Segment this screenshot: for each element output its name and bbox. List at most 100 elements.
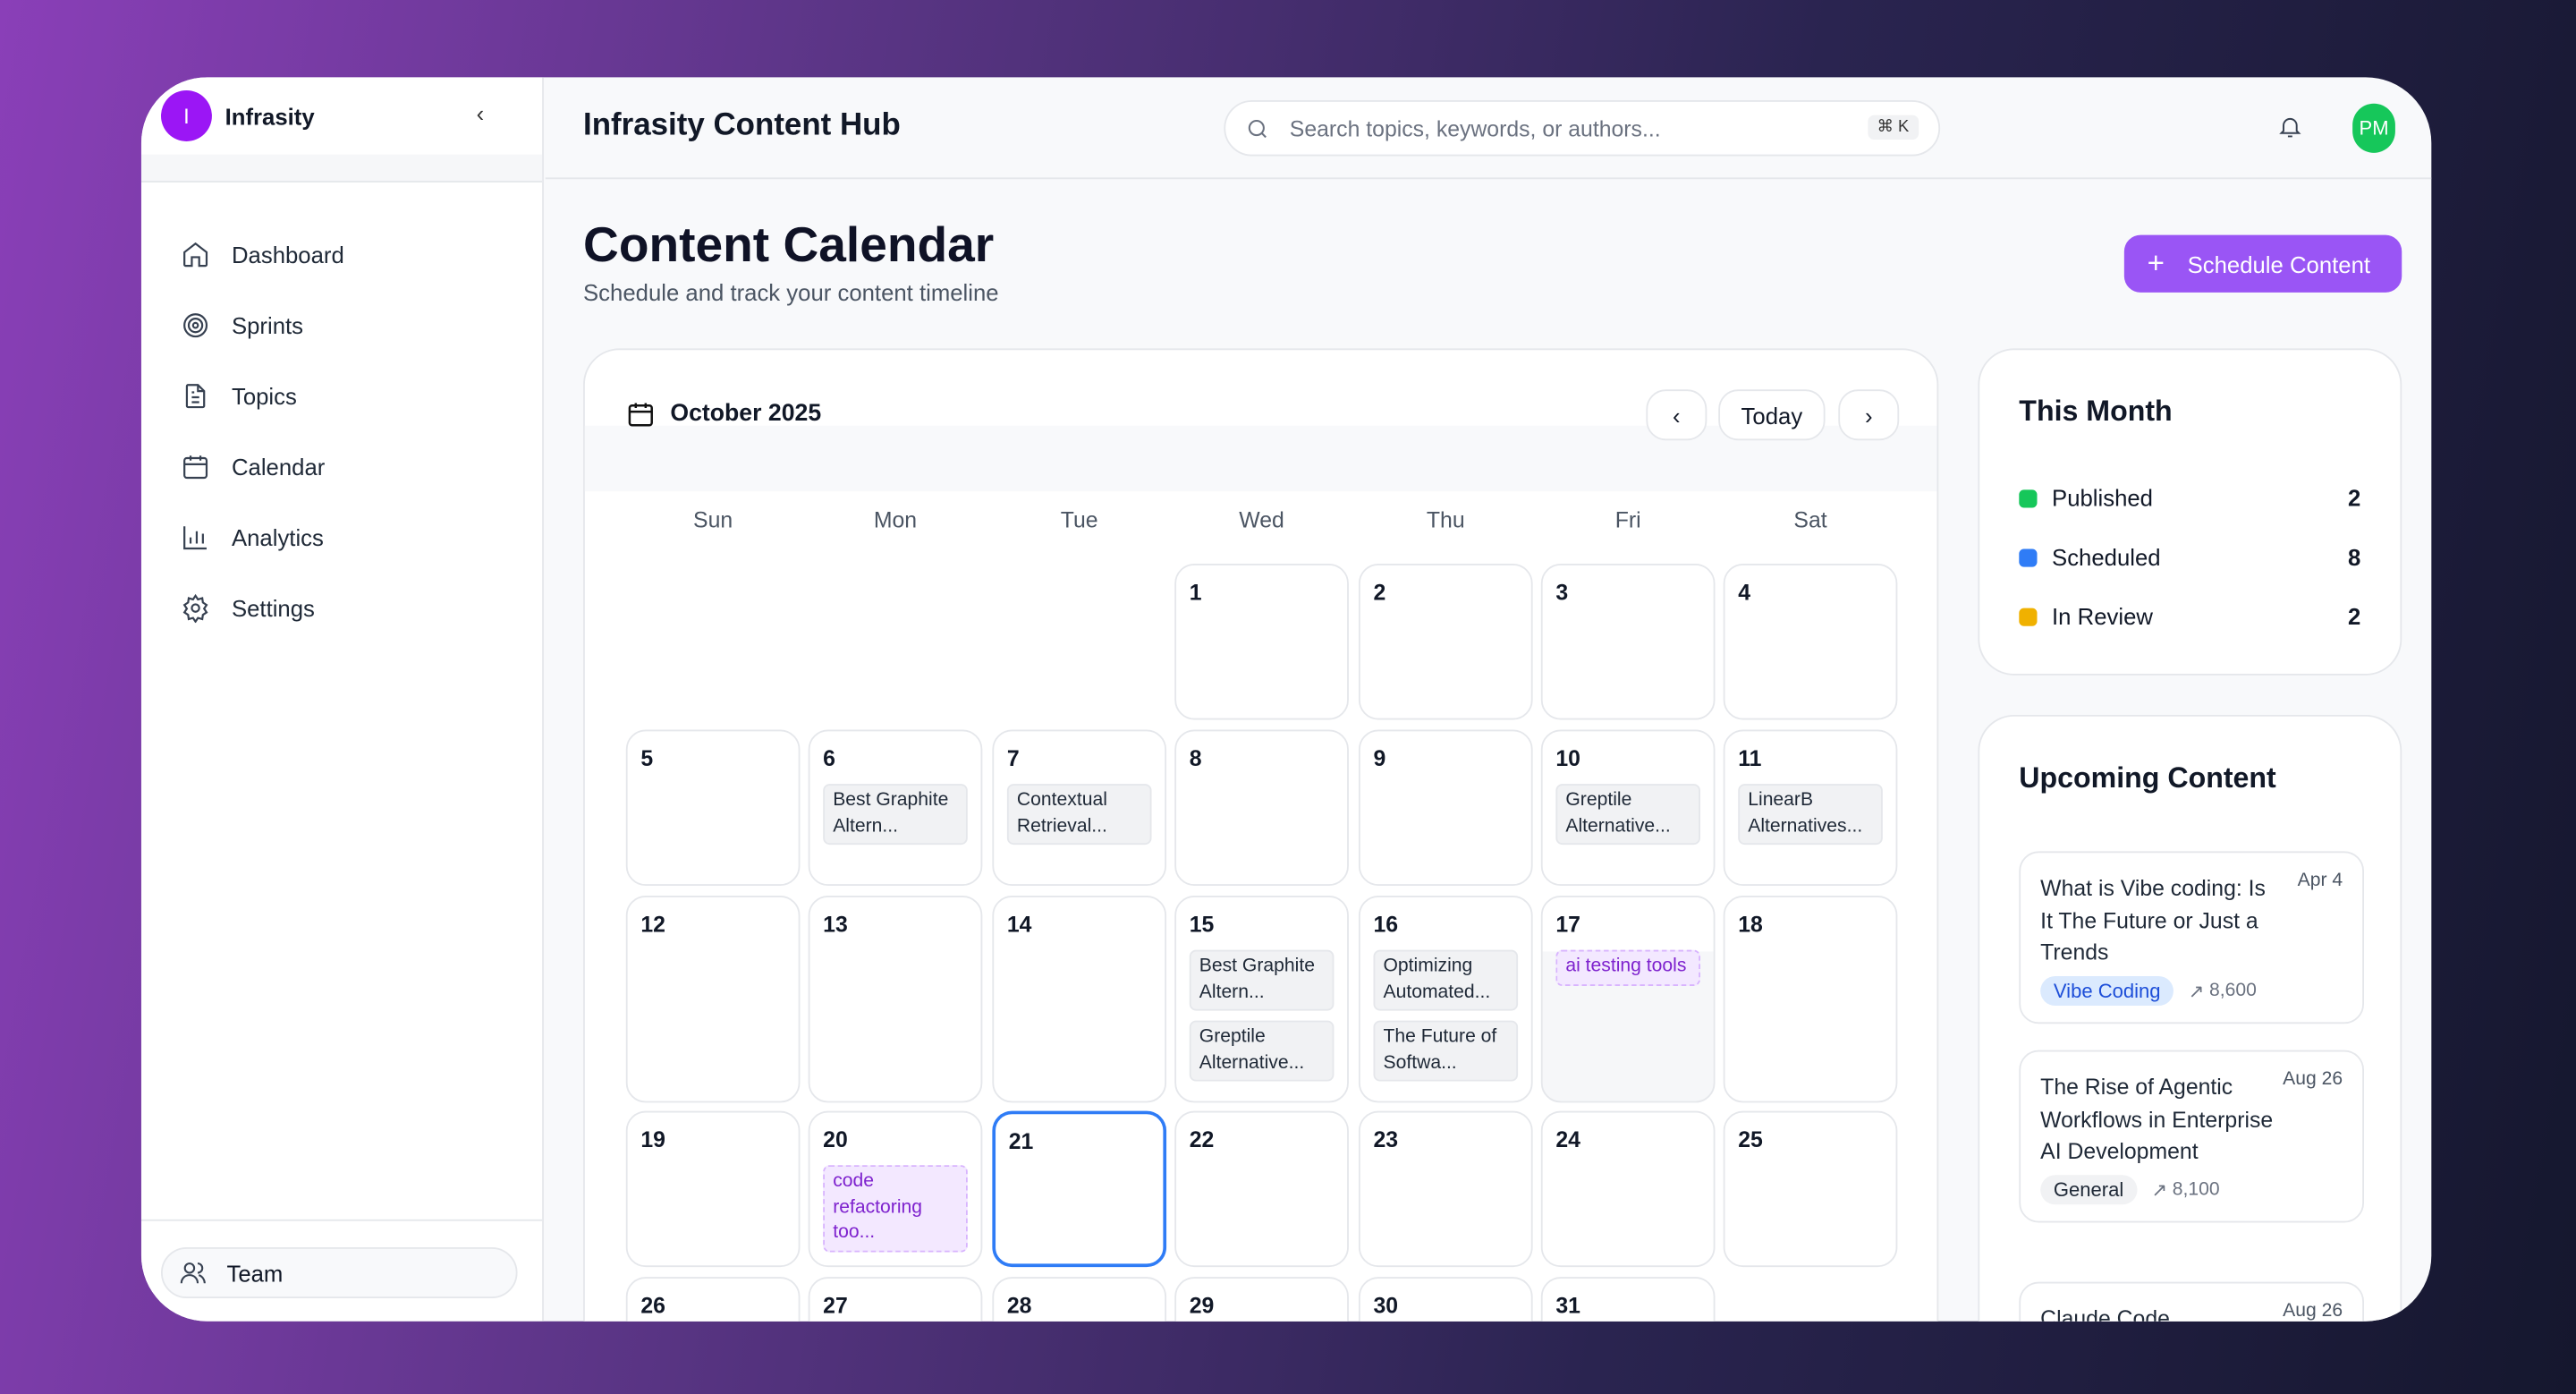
- calendar-day-cell[interactable]: 28: [992, 1277, 1167, 1322]
- calendar-event[interactable]: Best Graphite Altern...: [1189, 949, 1335, 1011]
- app-window: I Infrasity ‹ Dashboard Sprints Topics C…: [140, 77, 2432, 1322]
- day-number: 29: [1189, 1293, 1215, 1319]
- day-number: 4: [1738, 580, 1751, 605]
- day-number: 30: [1373, 1293, 1399, 1319]
- sidebar-item-sprints[interactable]: Sprints: [141, 289, 542, 360]
- sidebar-item-label: Topics: [231, 382, 297, 409]
- prev-month-button[interactable]: ‹: [1646, 389, 1707, 441]
- calendar-icon: [183, 455, 208, 479]
- upcoming-item[interactable]: What is Vibe coding: Is It The Future or…: [2019, 851, 2365, 1024]
- day-number: 14: [1006, 912, 1032, 937]
- calendar-day-cell[interactable]: 29: [1174, 1277, 1349, 1322]
- calendar-day-cell[interactable]: 4: [1723, 563, 1898, 720]
- calendar-day-cell[interactable]: 27: [808, 1277, 983, 1322]
- topic-tag[interactable]: Vibe Coding: [2040, 975, 2174, 1006]
- day-number: 7: [1006, 745, 1020, 771]
- sidebar-item-dashboard[interactable]: Dashboard: [141, 218, 542, 289]
- status-dot: [2019, 489, 2038, 507]
- sidebar-item-topics[interactable]: Topics: [141, 360, 542, 430]
- sidebar-item-settings[interactable]: Settings: [141, 572, 542, 642]
- stat-row-in-review: In Review 2: [2019, 603, 2360, 629]
- sidebar-item-calendar[interactable]: Calendar: [141, 430, 542, 501]
- sidebar-item-analytics[interactable]: Analytics: [141, 501, 542, 572]
- stat-count: 8: [2348, 543, 2361, 571]
- sidebar-header: I Infrasity ‹: [141, 77, 542, 154]
- page-title: Content Calendar: [583, 218, 995, 273]
- upcoming-item[interactable]: Claude Code Aug 26: [2019, 1281, 2365, 1322]
- next-month-button[interactable]: ›: [1838, 389, 1900, 441]
- calendar-day-cell[interactable]: 18: [1723, 896, 1898, 1103]
- day-number: 25: [1738, 1126, 1763, 1152]
- status-dot: [2019, 548, 2038, 566]
- calendar-day-cell[interactable]: 30: [1358, 1277, 1533, 1322]
- calendar-day-cell[interactable]: 10 Greptile Alternative...: [1540, 729, 1716, 886]
- day-number: 12: [640, 912, 665, 937]
- calendar-day-cell[interactable]: 16 Optimizing Automated... The Future of S…: [1358, 896, 1533, 1103]
- avatar[interactable]: PM: [2352, 103, 2395, 153]
- calendar-day-cell[interactable]: 21: [992, 1110, 1167, 1268]
- stat-count: 2: [2348, 603, 2361, 630]
- calendar-day-cell[interactable]: 31: [1540, 1277, 1716, 1322]
- calendar-day-cell[interactable]: 20 code refactoring too...: [808, 1110, 983, 1268]
- calendar-day-cell[interactable]: 25: [1723, 1110, 1898, 1268]
- brand-name: Infrasity: [225, 102, 315, 130]
- calendar-day-cell[interactable]: 3: [1540, 563, 1716, 720]
- calendar-day-cell[interactable]: 9: [1358, 729, 1533, 886]
- calendar-day-cell[interactable]: 22: [1174, 1110, 1349, 1268]
- upcoming-item[interactable]: The Rise of Agentic Workflows in Enterpr…: [2019, 1050, 2365, 1222]
- calendar-day-cell[interactable]: 2: [1358, 563, 1533, 720]
- calendar-day-cell[interactable]: 26: [625, 1277, 801, 1322]
- calendar-day-cell[interactable]: 23: [1358, 1110, 1533, 1268]
- upcoming-item-title: The Rise of Agentic Workflows in Enterpr…: [2040, 1075, 2274, 1164]
- calendar-event[interactable]: Best Graphite Altern...: [823, 784, 968, 846]
- calendar-event[interactable]: LinearB Alternatives...: [1738, 784, 1883, 846]
- calendar-day-cell[interactable]: 11 LinearB Alternatives...: [1723, 729, 1898, 886]
- day-number: 22: [1189, 1126, 1215, 1152]
- this-month-panel: This Month Published 2 Scheduled 8 In Review…: [1978, 348, 2402, 676]
- stat-count: 2: [2348, 484, 2361, 512]
- calendar-day-cell[interactable]: 8: [1174, 729, 1349, 886]
- calendar-day-cell[interactable]: 7 Contextual Retrieval...: [992, 729, 1167, 886]
- upcoming-content-panel: Upcoming Content What is Vibe coding: Is…: [1978, 714, 2402, 1322]
- calendar-event[interactable]: Contextual Retrieval...: [1006, 784, 1152, 846]
- weekday-header: Fri: [1614, 507, 1641, 533]
- calendar-day-cell[interactable]: 6 Best Graphite Altern...: [808, 729, 983, 886]
- calendar-day-cell[interactable]: 19: [625, 1110, 801, 1268]
- calendar-day-cell[interactable]: 13: [808, 896, 983, 1103]
- search-input[interactable]: Search topics, keywords, or authors... ⌘…: [1224, 100, 1941, 157]
- bell-icon[interactable]: [2277, 114, 2303, 140]
- calendar-month: October 2025: [626, 399, 821, 429]
- calendar-day-cell[interactable]: 1: [1174, 563, 1349, 720]
- today-button[interactable]: Today: [1718, 389, 1826, 441]
- upcoming-title: Upcoming Content: [2019, 761, 2276, 795]
- calendar-event[interactable]: Optimizing Automated...: [1373, 949, 1519, 1011]
- sidebar-nav: Dashboard Sprints Topics Calendar Analyt…: [141, 183, 542, 642]
- calendar-day-cell[interactable]: 12: [625, 896, 801, 1103]
- calendar-event[interactable]: The Future of Softwa...: [1373, 1020, 1519, 1082]
- stat-row-published: Published 2: [2019, 485, 2360, 511]
- calendar-day-cell[interactable]: 17 ai testing tools: [1540, 896, 1716, 1103]
- upcoming-item-date: Aug 26: [2283, 1069, 2343, 1090]
- team-button[interactable]: Team: [160, 1247, 518, 1298]
- day-number: 24: [1555, 1126, 1580, 1152]
- calendar-card: October 2025 ‹ Today › Sun Mon Tue Wed Thu Fr…: [583, 348, 1939, 1322]
- topic-tag[interactable]: General: [2040, 1174, 2138, 1204]
- day-number: 10: [1555, 745, 1580, 771]
- calendar-day-cell[interactable]: 14: [992, 896, 1167, 1103]
- status-dot: [2019, 607, 2038, 625]
- collapse-sidebar-icon[interactable]: ‹: [476, 100, 485, 127]
- calendar-day-cell[interactable]: 5: [625, 729, 801, 886]
- day-number: 5: [640, 745, 654, 771]
- calendar-day-cell[interactable]: 24: [1540, 1110, 1716, 1268]
- calendar-event[interactable]: Greptile Alternative...: [1555, 784, 1700, 846]
- calendar-event[interactable]: code refactoring too...: [823, 1165, 968, 1252]
- day-number: 20: [823, 1126, 848, 1152]
- this-month-title: This Month: [2019, 394, 2173, 428]
- calendar-event[interactable]: Greptile Alternative...: [1189, 1020, 1335, 1082]
- search-volume: 8,100: [2172, 1178, 2220, 1199]
- calendar-icon: [628, 403, 653, 427]
- calendar-event[interactable]: ai testing tools: [1555, 949, 1700, 986]
- schedule-content-button[interactable]: + Schedule Content: [2123, 234, 2402, 293]
- target-icon: [183, 312, 208, 337]
- calendar-day-cell[interactable]: 15 Best Graphite Altern... Greptile Altern…: [1174, 896, 1349, 1103]
